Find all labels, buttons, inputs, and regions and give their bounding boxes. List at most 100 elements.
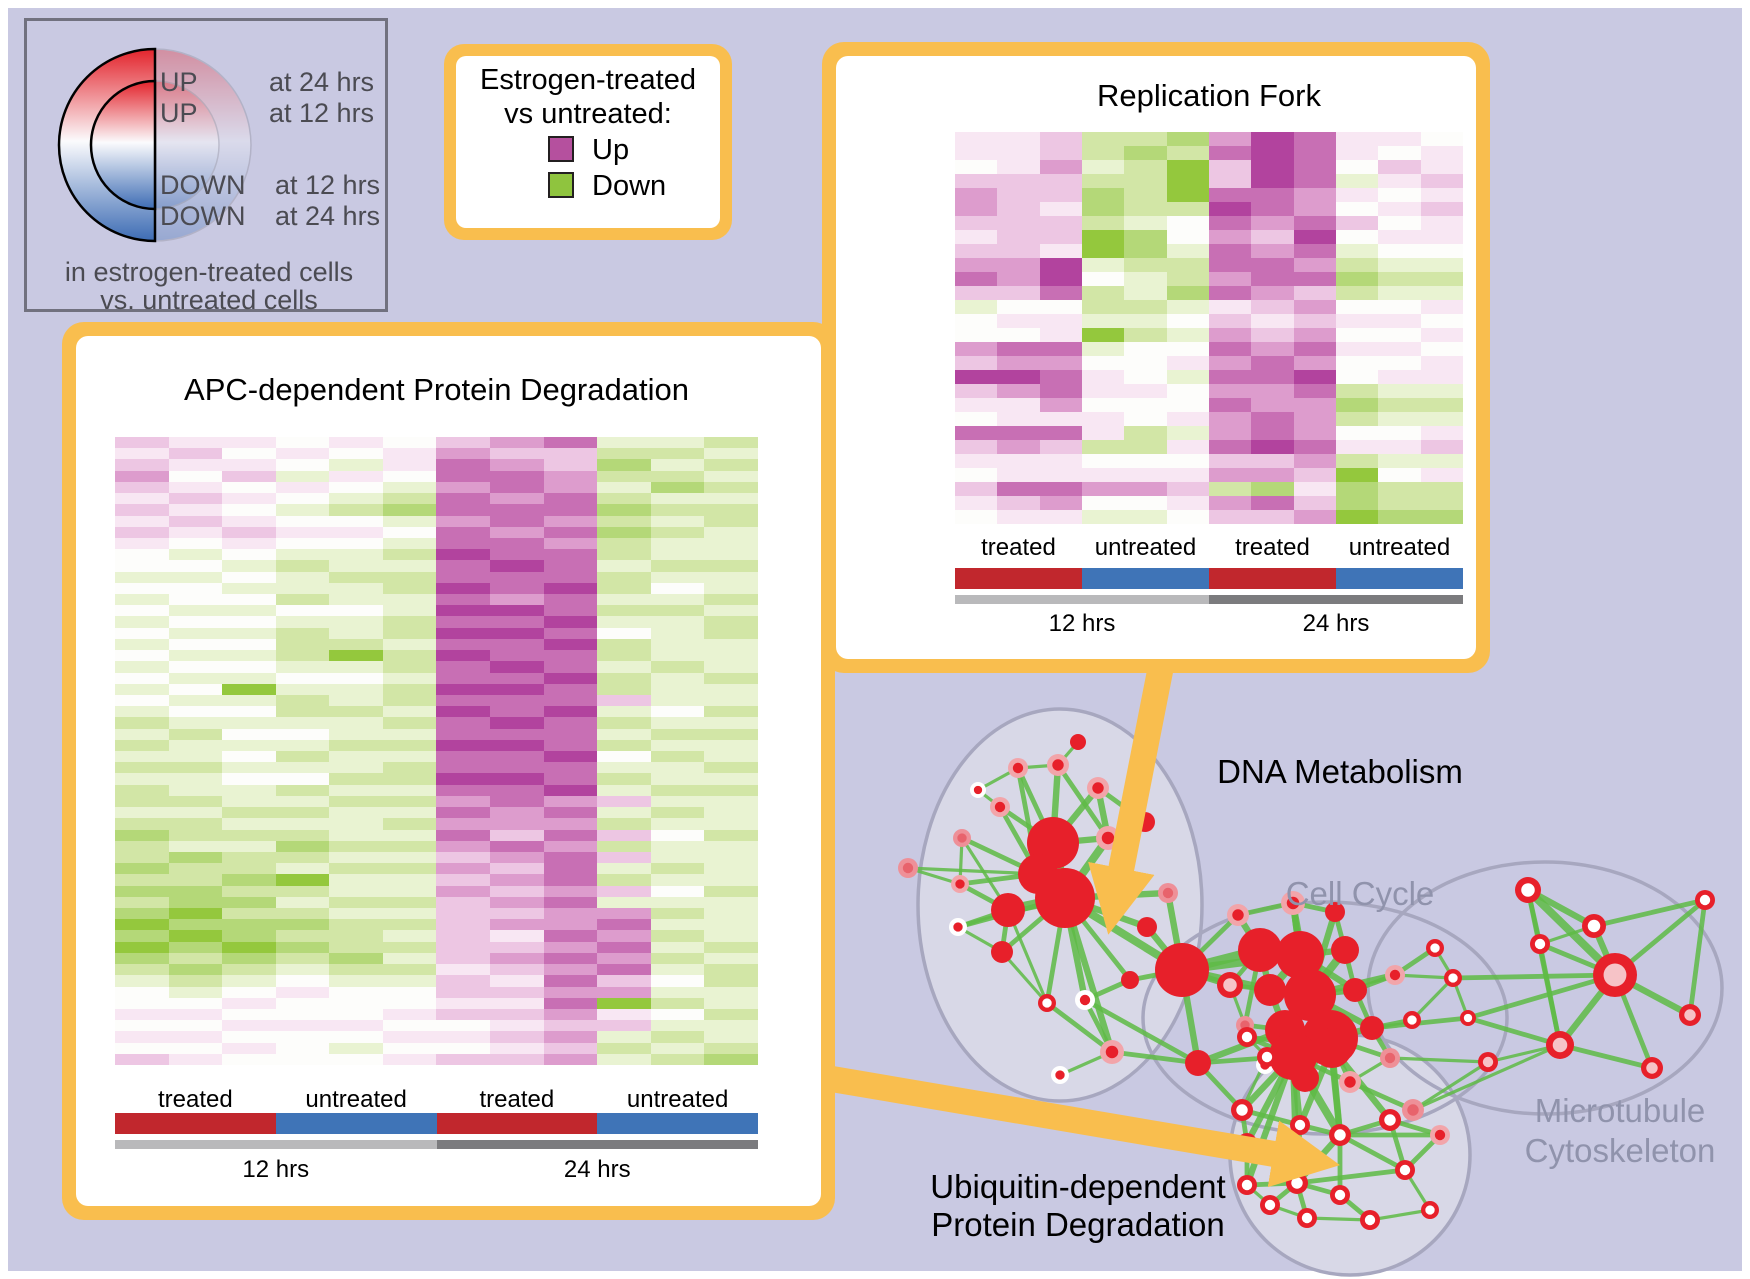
network-node-core (1291, 1177, 1303, 1189)
heatmap-cell (436, 560, 491, 572)
heatmap-cell (168, 661, 223, 673)
network-node-core (1294, 1119, 1306, 1131)
heatmap-cell (597, 1020, 651, 1032)
microtubule-label-line2: Cytoskeleton (1524, 1132, 1716, 1169)
heatmap-cell (222, 784, 276, 796)
heatmap-cell (997, 258, 1040, 272)
heatmap-cell (650, 964, 705, 976)
heatmap-cell (1378, 440, 1421, 454)
heatmap-cell (115, 437, 169, 449)
network-edge (1467, 972, 1616, 1021)
heatmap-cell (436, 526, 491, 538)
heatmap-cell (1081, 230, 1125, 244)
heatmap-cell (1081, 272, 1125, 286)
heatmap-cell (329, 459, 383, 471)
heatmap-cell (1251, 314, 1294, 328)
heatmap-cell (597, 885, 651, 897)
heatmap-cell (543, 437, 598, 449)
heatmap-cell (543, 728, 598, 740)
rf-24hrs-label: 24 hrs (1302, 610, 1370, 637)
heatmap-cell (1166, 482, 1209, 496)
legend-at-24b-label: at 24 hrs (275, 201, 381, 231)
network-edge (1338, 1132, 1407, 1173)
heatmap-cell (997, 160, 1040, 174)
network-edge (1083, 997, 1200, 1066)
heatmap-cell (597, 762, 651, 774)
network-node-core (1334, 1189, 1346, 1201)
heatmap-cell (115, 908, 169, 920)
heatmap-cell (543, 459, 598, 471)
heatmap-cell (329, 773, 383, 785)
heatmap-cell (597, 773, 651, 785)
heatmap-cell (222, 437, 276, 449)
heatmap-cell (1420, 202, 1463, 216)
heatmap-cell (955, 202, 998, 216)
heatmap-cell (650, 908, 705, 920)
heatmap-cell (490, 683, 544, 695)
heatmap-cell (436, 896, 491, 908)
heatmap-cell (1251, 510, 1294, 524)
heatmap-cell (1081, 202, 1125, 216)
network-node-core (1463, 1013, 1473, 1023)
heatmap-cell (1293, 482, 1336, 496)
network-node-core (1603, 963, 1627, 987)
heatmap-cell (382, 661, 437, 673)
heatmap-cell (115, 930, 169, 942)
heatmap-cell (329, 751, 383, 763)
heatmap-cell (168, 863, 223, 875)
heatmap-cell (704, 717, 758, 729)
heatmap-cell (1124, 188, 1167, 202)
network-node (1238, 928, 1282, 972)
heatmap-cell (597, 672, 651, 684)
heatmap-cell (436, 975, 491, 987)
heatmap-cell (1124, 314, 1167, 328)
heatmap-cell (1208, 272, 1252, 286)
heatmap-cell (115, 840, 169, 852)
heatmap-cell (650, 706, 705, 718)
heatmap-cell (382, 773, 437, 785)
heatmap-cell (490, 762, 544, 774)
heatmap-cell (382, 627, 437, 639)
heatmap-cell (955, 468, 998, 482)
heatmap-cell (1081, 174, 1125, 188)
heatmap-cell (543, 1020, 598, 1032)
heatmap-cell (955, 496, 998, 510)
heatmap-cell (275, 896, 330, 908)
heatmap-cell (115, 515, 169, 527)
network-edge (1056, 763, 1110, 840)
heatmap-cell (650, 784, 705, 796)
heatmap-cell (382, 908, 437, 920)
heatmap-cell (382, 481, 437, 494)
heatmap-cell (222, 717, 276, 729)
heatmap-cell (1251, 202, 1294, 216)
heatmap-cell (222, 470, 276, 482)
heatmap-cell (275, 683, 330, 695)
heatmap-cell (650, 773, 705, 785)
down-swatch-label: Down (592, 170, 667, 202)
rf-bar-untreated-12 (1082, 568, 1209, 589)
heatmap-cell (329, 706, 383, 718)
heatmap-cell (1293, 496, 1336, 510)
network-node (991, 941, 1013, 963)
heatmap-cell (597, 582, 651, 594)
network-node-core (1552, 1037, 1568, 1053)
heatmap-cell (436, 919, 491, 931)
heatmap-cell (168, 941, 223, 953)
heatmap-cell (1039, 496, 1082, 510)
heatmap-cell (329, 941, 383, 953)
heatmap-cell (1378, 132, 1421, 146)
network-node (991, 893, 1025, 927)
heatmap-cell (115, 459, 169, 471)
heatmap-cell (1208, 440, 1252, 454)
heatmap-cell (1208, 244, 1252, 258)
apc-bar-untreated-12 (275, 1113, 437, 1134)
heatmap-cell (490, 560, 544, 572)
heatmap-cell (1166, 146, 1209, 160)
heatmap-cell (1166, 426, 1209, 440)
heatmap-cell (650, 661, 705, 673)
heatmap-cell (955, 258, 998, 272)
heatmap-cell (543, 762, 598, 774)
heatmap-cell (168, 784, 223, 796)
network-node-core (1587, 919, 1601, 933)
dna-metabolism-label: DNA Metabolism (1217, 753, 1463, 790)
